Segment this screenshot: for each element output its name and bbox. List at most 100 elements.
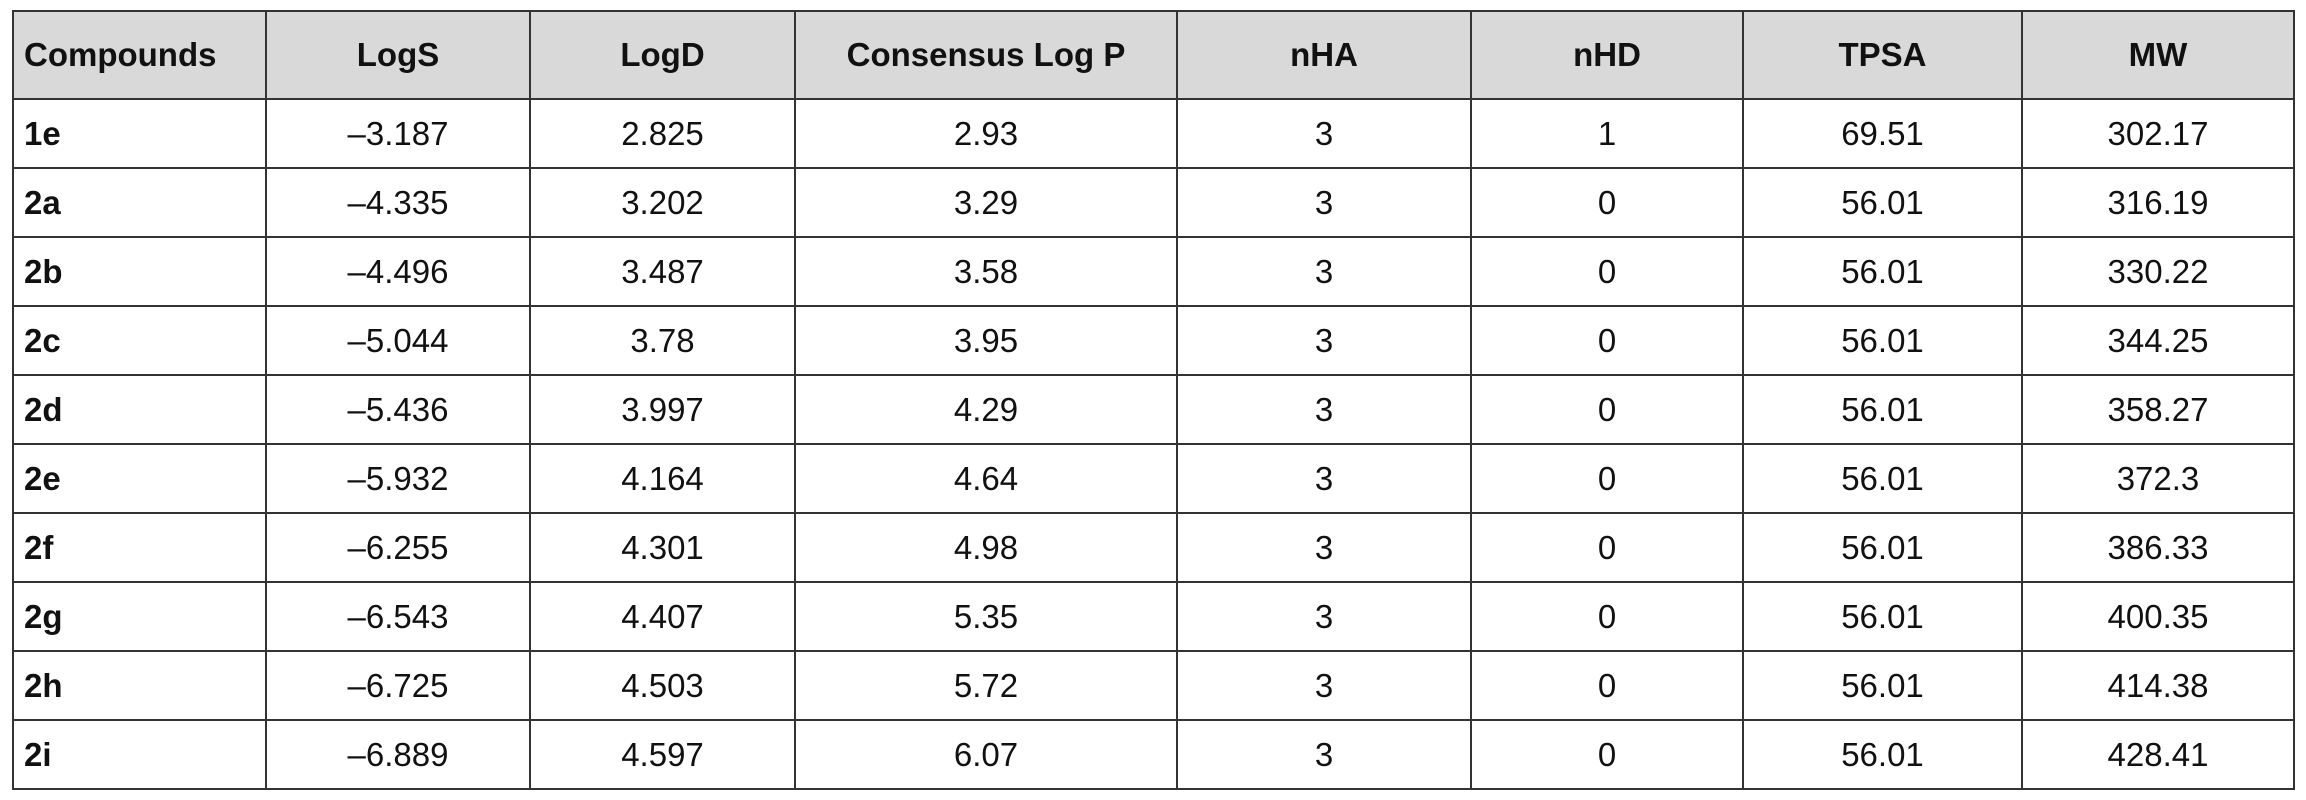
value-cell: 4.407 xyxy=(529,581,796,652)
value-cell: 2.825 xyxy=(529,98,796,169)
value-cell: 386.33 xyxy=(2021,512,2295,583)
value-cell: 6.07 xyxy=(794,719,1178,790)
value-cell: 0 xyxy=(1470,443,1744,514)
value-cell: 0 xyxy=(1470,236,1744,307)
value-cell: 3.202 xyxy=(529,167,796,238)
table-row: 1e –3.187 2.825 2.93 3 1 69.51 302.17 xyxy=(12,98,2295,169)
value-cell: 4.301 xyxy=(529,512,796,583)
value-cell: –5.436 xyxy=(265,374,531,445)
value-cell: –4.496 xyxy=(265,236,531,307)
table-row: 2a –4.335 3.202 3.29 3 0 56.01 316.19 xyxy=(12,167,2295,238)
value-cell: 3 xyxy=(1176,512,1472,583)
value-cell: 56.01 xyxy=(1742,512,2023,583)
value-cell: 3 xyxy=(1176,443,1472,514)
value-cell: 56.01 xyxy=(1742,305,2023,376)
value-cell: 3 xyxy=(1176,650,1472,721)
value-cell: 4.164 xyxy=(529,443,796,514)
compound-cell: 2a xyxy=(12,167,267,238)
value-cell: 56.01 xyxy=(1742,581,2023,652)
value-cell: 3 xyxy=(1176,167,1472,238)
value-cell: 302.17 xyxy=(2021,98,2295,169)
compound-cell: 2d xyxy=(12,374,267,445)
value-cell: 0 xyxy=(1470,305,1744,376)
table-row: 2d –5.436 3.997 4.29 3 0 56.01 358.27 xyxy=(12,374,2295,445)
value-cell: 400.35 xyxy=(2021,581,2295,652)
value-cell: 0 xyxy=(1470,581,1744,652)
value-cell: 0 xyxy=(1470,167,1744,238)
column-header: LogS xyxy=(265,10,531,100)
compound-cell: 2f xyxy=(12,512,267,583)
column-header: nHA xyxy=(1176,10,1472,100)
column-header: nHD xyxy=(1470,10,1744,100)
value-cell: 0 xyxy=(1470,650,1744,721)
value-cell: 3.78 xyxy=(529,305,796,376)
value-cell: 4.64 xyxy=(794,443,1178,514)
value-cell: 316.19 xyxy=(2021,167,2295,238)
value-cell: –6.543 xyxy=(265,581,531,652)
value-cell: 3 xyxy=(1176,581,1472,652)
value-cell: 4.597 xyxy=(529,719,796,790)
value-cell: 3 xyxy=(1176,98,1472,169)
column-header: Compounds xyxy=(12,10,267,100)
column-header: LogD xyxy=(529,10,796,100)
value-cell: 56.01 xyxy=(1742,443,2023,514)
value-cell: 3 xyxy=(1176,305,1472,376)
compound-cell: 2h xyxy=(12,650,267,721)
compound-cell: 2g xyxy=(12,581,267,652)
value-cell: 4.503 xyxy=(529,650,796,721)
value-cell: 414.38 xyxy=(2021,650,2295,721)
value-cell: –5.932 xyxy=(265,443,531,514)
value-cell: 56.01 xyxy=(1742,650,2023,721)
value-cell: –5.044 xyxy=(265,305,531,376)
compound-cell: 1e xyxy=(12,98,267,169)
value-cell: 5.72 xyxy=(794,650,1178,721)
value-cell: 56.01 xyxy=(1742,167,2023,238)
value-cell: 5.35 xyxy=(794,581,1178,652)
value-cell: 372.3 xyxy=(2021,443,2295,514)
value-cell: 4.98 xyxy=(794,512,1178,583)
value-cell: 2.93 xyxy=(794,98,1178,169)
value-cell: 3 xyxy=(1176,236,1472,307)
value-cell: 330.22 xyxy=(2021,236,2295,307)
value-cell: 69.51 xyxy=(1742,98,2023,169)
value-cell: –3.187 xyxy=(265,98,531,169)
value-cell: 3.487 xyxy=(529,236,796,307)
compound-cell: 2b xyxy=(12,236,267,307)
value-cell: 3 xyxy=(1176,719,1472,790)
table-row: 2h –6.725 4.503 5.72 3 0 56.01 414.38 xyxy=(12,650,2295,721)
compound-cell: 2c xyxy=(12,305,267,376)
value-cell: 3.58 xyxy=(794,236,1178,307)
value-cell: 3 xyxy=(1176,374,1472,445)
table-row: 2c –5.044 3.78 3.95 3 0 56.01 344.25 xyxy=(12,305,2295,376)
value-cell: 0 xyxy=(1470,719,1744,790)
value-cell: 344.25 xyxy=(2021,305,2295,376)
column-header: Consensus Log P xyxy=(794,10,1178,100)
table-row: 2b –4.496 3.487 3.58 3 0 56.01 330.22 xyxy=(12,236,2295,307)
table-body: 1e –3.187 2.825 2.93 3 1 69.51 302.17 2a –4.335 3.… xyxy=(12,98,2295,790)
value-cell: –6.725 xyxy=(265,650,531,721)
table-row: 2f –6.255 4.301 4.98 3 0 56.01 386.33 xyxy=(12,512,2295,583)
value-cell: 3.95 xyxy=(794,305,1178,376)
value-cell: 56.01 xyxy=(1742,236,2023,307)
value-cell: 3.29 xyxy=(794,167,1178,238)
value-cell: 3.997 xyxy=(529,374,796,445)
column-header: MW xyxy=(2021,10,2295,100)
table-row: 2i –6.889 4.597 6.07 3 0 56.01 428.41 xyxy=(12,719,2295,790)
value-cell: 56.01 xyxy=(1742,374,2023,445)
compound-cell: 2i xyxy=(12,719,267,790)
value-cell: 0 xyxy=(1470,512,1744,583)
value-cell: 4.29 xyxy=(794,374,1178,445)
value-cell: 428.41 xyxy=(2021,719,2295,790)
compound-cell: 2e xyxy=(12,443,267,514)
table-row: 2g –6.543 4.407 5.35 3 0 56.01 400.35 xyxy=(12,581,2295,652)
column-header: TPSA xyxy=(1742,10,2023,100)
value-cell: –6.889 xyxy=(265,719,531,790)
value-cell: 0 xyxy=(1470,374,1744,445)
value-cell: –4.335 xyxy=(265,167,531,238)
value-cell: 1 xyxy=(1470,98,1744,169)
